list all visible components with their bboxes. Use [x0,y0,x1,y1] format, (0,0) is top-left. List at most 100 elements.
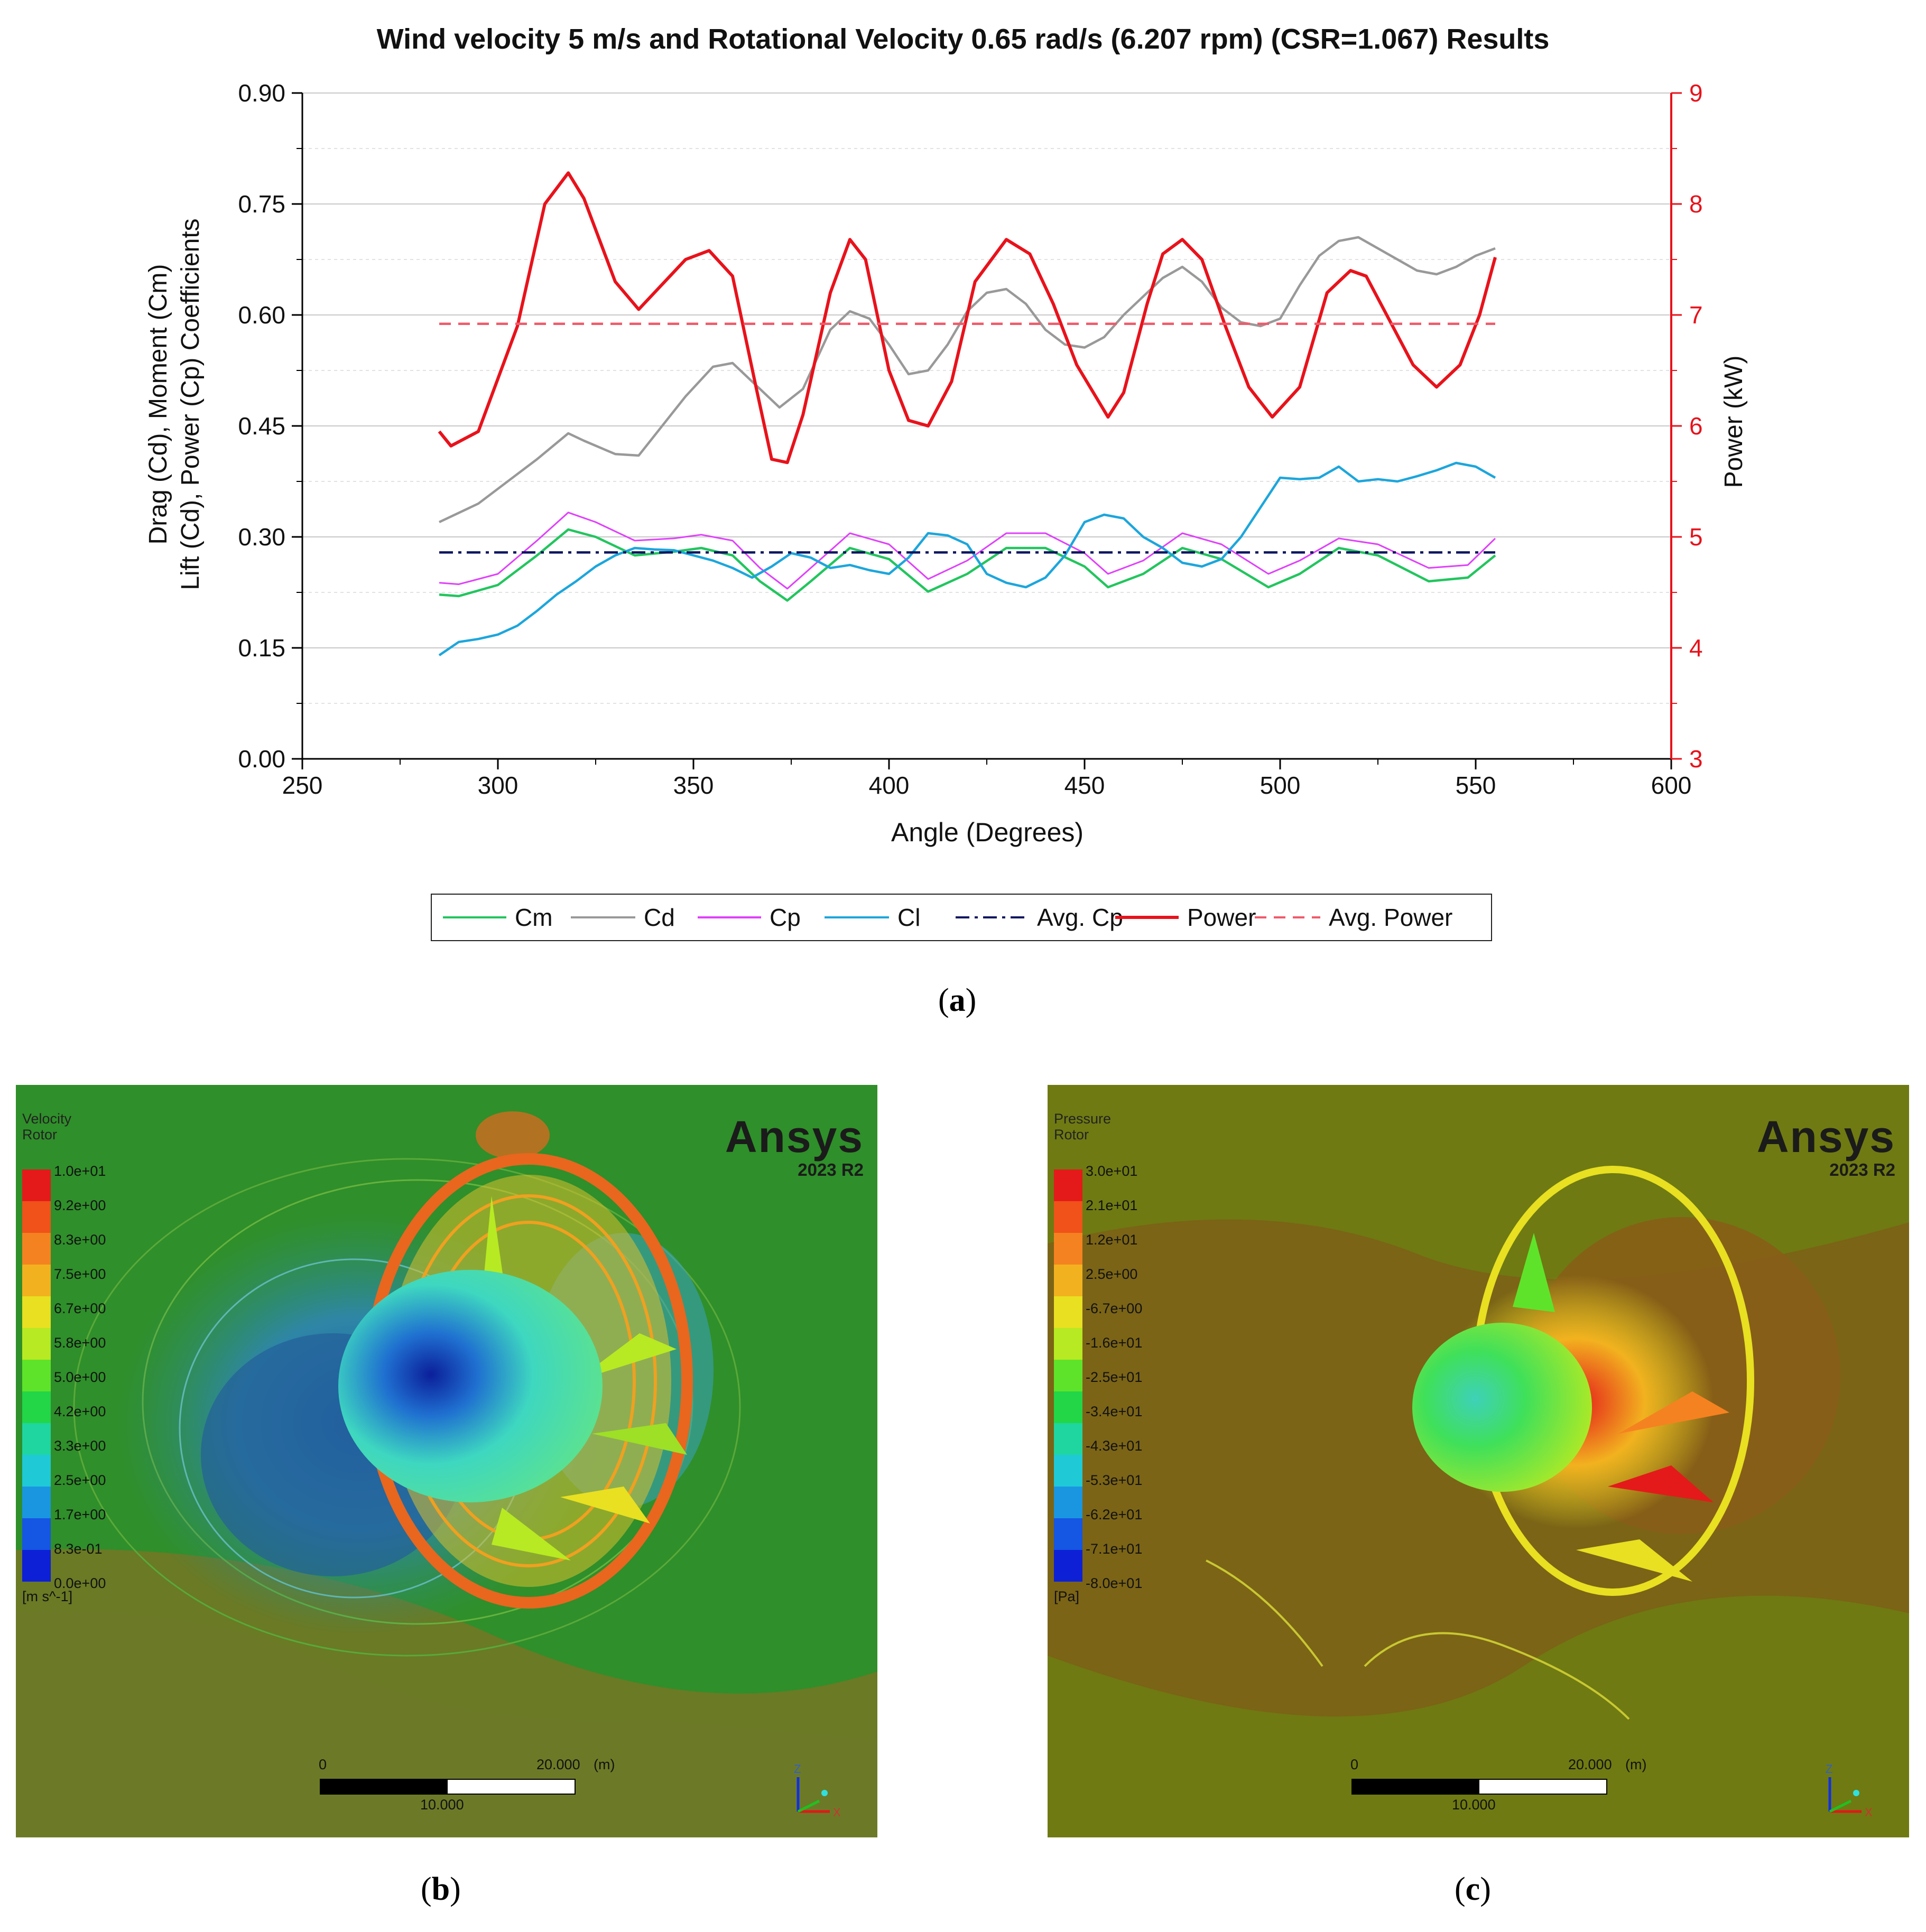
y-left-tick-label: 0.30 [238,523,285,551]
colorbar-label: -2.5e+01 [1086,1369,1143,1385]
colorbar-swatch [22,1487,51,1518]
colorbar-swatch [22,1550,51,1582]
pressure-colorbar [1054,1169,1082,1582]
colorbar-label: -7.1e+01 [1086,1541,1143,1557]
colorbar-swatch [1054,1233,1082,1265]
legend-avg-power-label: Avg. Power [1329,904,1452,931]
legend-avg-cp-label: Avg. Cp [1037,904,1123,931]
svg-text:Z: Z [1826,1762,1832,1776]
x-tick-label: 350 [673,772,714,799]
colorbar-label: 1.7e+00 [54,1507,106,1522]
legend-cl-label: Cl [897,904,920,931]
colorbar-label: 3.3e+00 [54,1438,106,1454]
x-tick-label: 500 [1260,772,1301,799]
colorbar-label: -8.0e+01 [1086,1575,1143,1591]
scale-bar: 0 20.000 (m) 10.000 [319,1757,615,1813]
colorbar-swatch [22,1360,51,1391]
colorbar-swatch [1054,1487,1082,1518]
legend-cm-label: Cm [515,904,553,931]
scale-bar: 0 20.000 (m) 10.000 [1350,1757,1647,1813]
chart-title: Wind velocity 5 m/s and Rotational Veloc… [377,23,1550,55]
colorbar-swatch [1054,1391,1082,1423]
colorbar-swatch [22,1169,51,1201]
colorbar-swatch [1054,1328,1082,1360]
legend-title-pressure: Pressure [1054,1111,1112,1127]
y-right-tick-label: 6 [1689,412,1703,440]
y-left-tick-label: 0.15 [238,634,285,662]
colorbar-swatch [22,1233,51,1265]
colorbar-label: 2.1e+01 [1086,1197,1138,1213]
colorbar-swatch [1054,1169,1082,1201]
series-line-cm [439,528,1496,602]
axis-triad-icon: Z X [1826,1762,1873,1819]
colorbar-swatch [1054,1423,1082,1455]
series-line-cp [439,512,1496,590]
colorbar-swatch [22,1423,51,1455]
colorbar-label: -1.6e+01 [1086,1335,1143,1351]
axis-triad-icon: Z X [794,1762,841,1819]
y-left-label-line2: Lift (Cd), Power (Cp) Coefficients [177,218,205,590]
x-tick-label: 550 [1456,772,1496,799]
colorbar-label: 1.2e+01 [1086,1232,1138,1248]
line-chart: Wind velocity 5 m/s and Rotational Veloc… [144,23,1748,941]
series-line-power [438,171,1497,465]
series-line-cd [439,236,1496,524]
y-right-label: Power (kW) [1720,356,1748,488]
colorbar-label: 4.2e+00 [54,1404,106,1419]
colorbar-label: 2.5e+00 [1086,1266,1138,1282]
colorbar-swatch [1054,1518,1082,1550]
colorbar-label: -6.7e+00 [1086,1301,1143,1316]
colorbar-label: -5.3e+01 [1086,1472,1143,1488]
colorbar-label: 5.0e+00 [54,1369,106,1385]
caption-c: (c) [1455,1871,1491,1907]
y-left-tick-label: 0.00 [238,745,285,773]
colorbar-label: 3.0e+01 [1086,1163,1138,1179]
legend-cp-label: Cp [770,904,801,931]
y-left-tick-label: 0.90 [238,79,285,107]
svg-text:X: X [833,1806,841,1819]
colorbar-swatch [1054,1550,1082,1582]
colorbar-swatch [22,1391,51,1423]
colorbar-label: 6.7e+00 [54,1301,106,1316]
y-right-tick-label: 3 [1689,745,1703,773]
velocity-contour-panel: Velocity Rotor 1.0e+01 9.2e+00 8.3e+00 7.5e… [16,1085,877,1837]
y-right-tick-label: 4 [1689,634,1703,662]
legend-subtitle-rotor: Rotor [22,1127,58,1143]
legend-title-velocity: Velocity [22,1111,72,1127]
x-tick-label: 400 [869,772,910,799]
colorbar-label: 7.5e+00 [54,1266,106,1282]
colorbar-swatch [22,1518,51,1550]
series-line-cl [438,461,1496,656]
colorbar-swatch [22,1265,51,1296]
x-tick-label: 300 [478,772,518,799]
legend-subtitle-rotor: Rotor [1054,1127,1089,1143]
caption-b: (b) [421,1871,461,1907]
y-right-tick-label: 5 [1689,523,1703,551]
ansys-logo: Ansys 2023 R2 [725,1112,864,1179]
caption-a: (a) [938,982,977,1018]
y-right-tick-label: 7 [1689,301,1703,329]
colorbar-swatch [1054,1360,1082,1391]
axes: 250 300 350 400 450 500 550 600 0.00 0.15 0.30 0.45… [238,79,1702,799]
velocity-contour-image [16,1085,877,1837]
colorbar-swatch [22,1296,51,1328]
colorbar-swatch [22,1455,51,1487]
x-tick-label: 450 [1064,772,1105,799]
x-tick-label: 250 [282,772,323,799]
grid-lines [302,92,1671,704]
velocity-colorbar [22,1169,51,1582]
y-right-tick-label: 8 [1689,190,1703,218]
colorbar-label: -6.2e+01 [1086,1507,1143,1522]
colorbar-swatch [1054,1201,1082,1233]
colorbar-label: -3.4e+01 [1086,1404,1143,1419]
x-tick-label: 600 [1651,772,1692,799]
y-left-tick-label: 0.45 [238,412,285,440]
svg-text:Z: Z [794,1762,801,1776]
colorbar-label: -4.3e+01 [1086,1438,1143,1454]
pressure-contour-image [1048,1085,1909,1837]
colorbar-swatch [1054,1455,1082,1487]
colorbar-label: 8.3e-01 [54,1541,103,1557]
ansys-logo: Ansys 2023 R2 [1756,1112,1895,1179]
colorbar-label: 1.0e+01 [54,1163,106,1179]
legend-cd-label: Cd [644,904,675,931]
